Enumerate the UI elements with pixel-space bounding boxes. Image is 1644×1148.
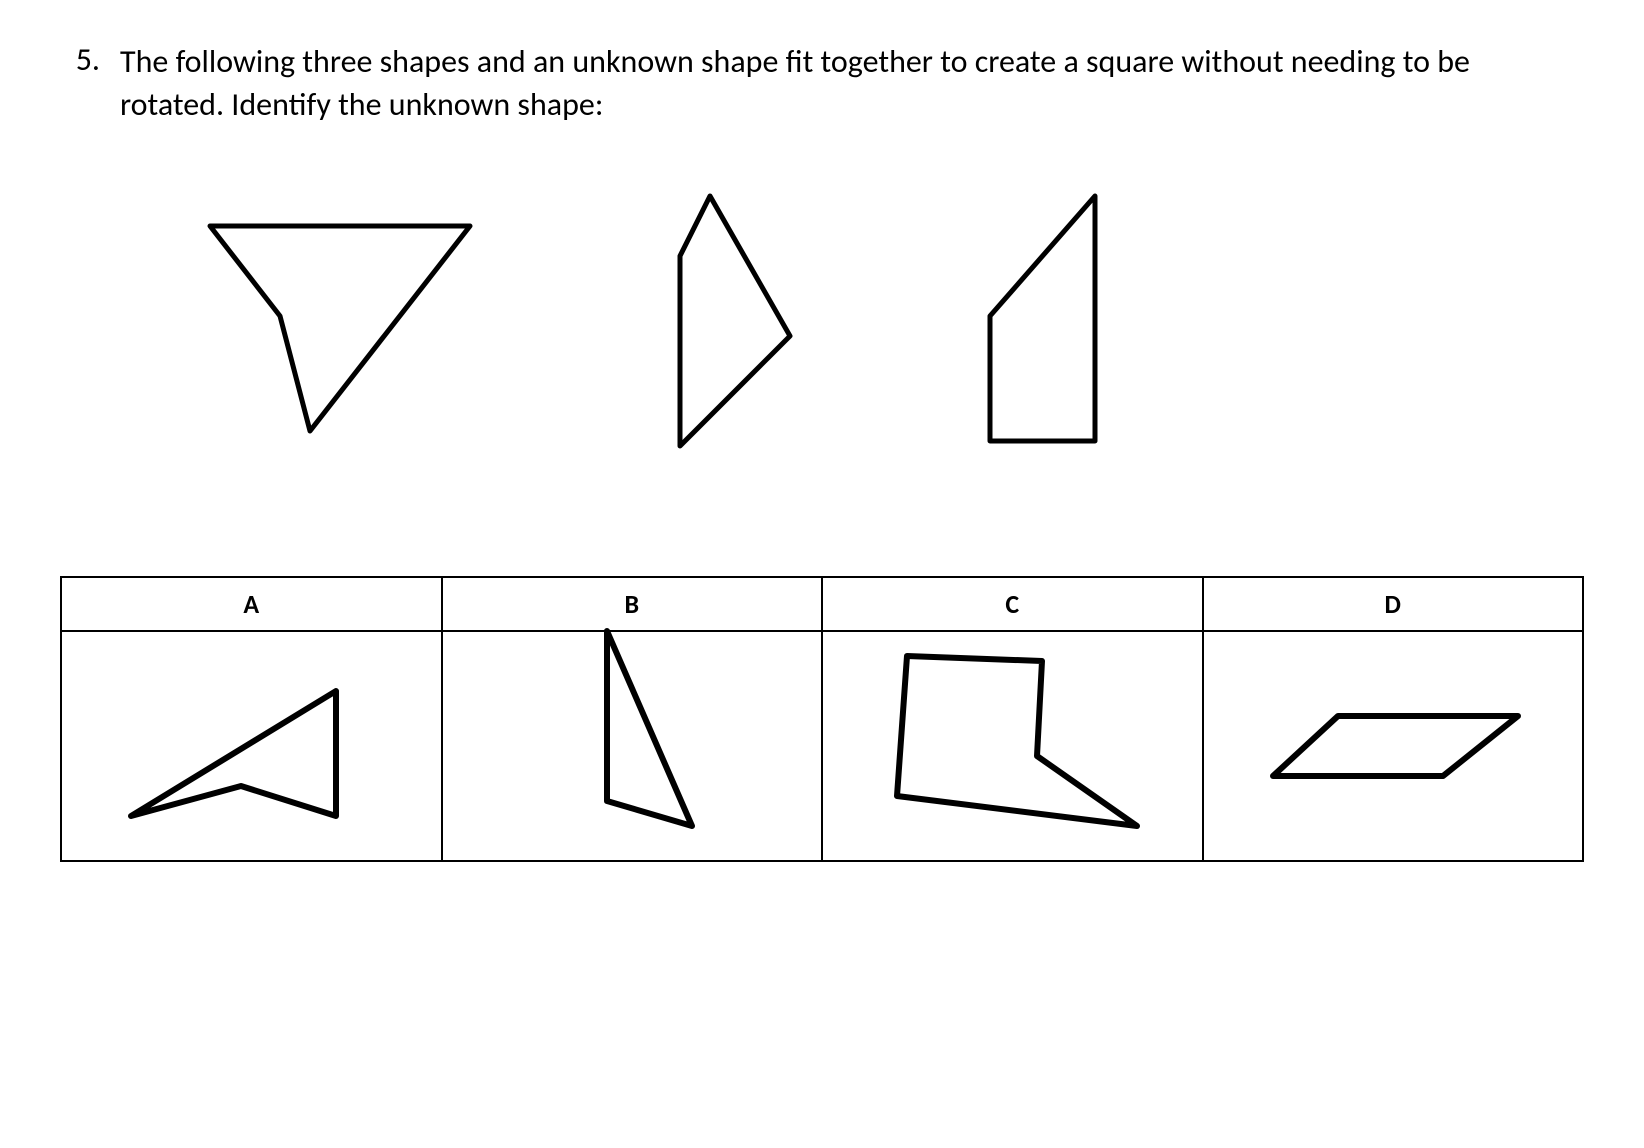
answer-shape-c-polygon bbox=[897, 656, 1137, 826]
given-shape-1-svg bbox=[190, 196, 490, 456]
answer-header-c: C bbox=[822, 577, 1203, 631]
answer-cell-d[interactable] bbox=[1203, 631, 1584, 861]
answer-shape-c-svg bbox=[862, 636, 1162, 856]
answer-cell-a[interactable] bbox=[61, 631, 442, 861]
answer-cell-b[interactable] bbox=[442, 631, 823, 861]
given-shape-2-polygon bbox=[680, 196, 790, 446]
given-shapes-row bbox=[50, 166, 1594, 486]
given-shape-1 bbox=[190, 196, 490, 456]
answers-table: A B C D bbox=[60, 576, 1584, 862]
answer-shape-b-polygon bbox=[607, 631, 692, 826]
given-shape-2 bbox=[650, 186, 810, 466]
answer-cell-c[interactable] bbox=[822, 631, 1203, 861]
answer-shape-a-polygon bbox=[131, 691, 336, 816]
answer-shape-b-svg bbox=[532, 621, 732, 871]
answer-header-d: D bbox=[1203, 577, 1584, 631]
answer-shape-d-svg bbox=[1243, 686, 1543, 806]
given-shape-3-svg bbox=[970, 186, 1130, 466]
answer-shape-a-svg bbox=[101, 656, 401, 836]
question-row: 5. The following three shapes and an unk… bbox=[50, 40, 1594, 126]
answer-header-a: A bbox=[61, 577, 442, 631]
given-shape-2-svg bbox=[650, 186, 810, 466]
given-shape-3-polygon bbox=[990, 196, 1095, 441]
question-text: The following three shapes and an unknow… bbox=[120, 40, 1520, 126]
question-number: 5. bbox=[50, 40, 100, 79]
given-shape-1-polygon bbox=[210, 226, 470, 431]
answer-shape-d-polygon bbox=[1273, 716, 1518, 776]
given-shape-3 bbox=[970, 186, 1130, 466]
